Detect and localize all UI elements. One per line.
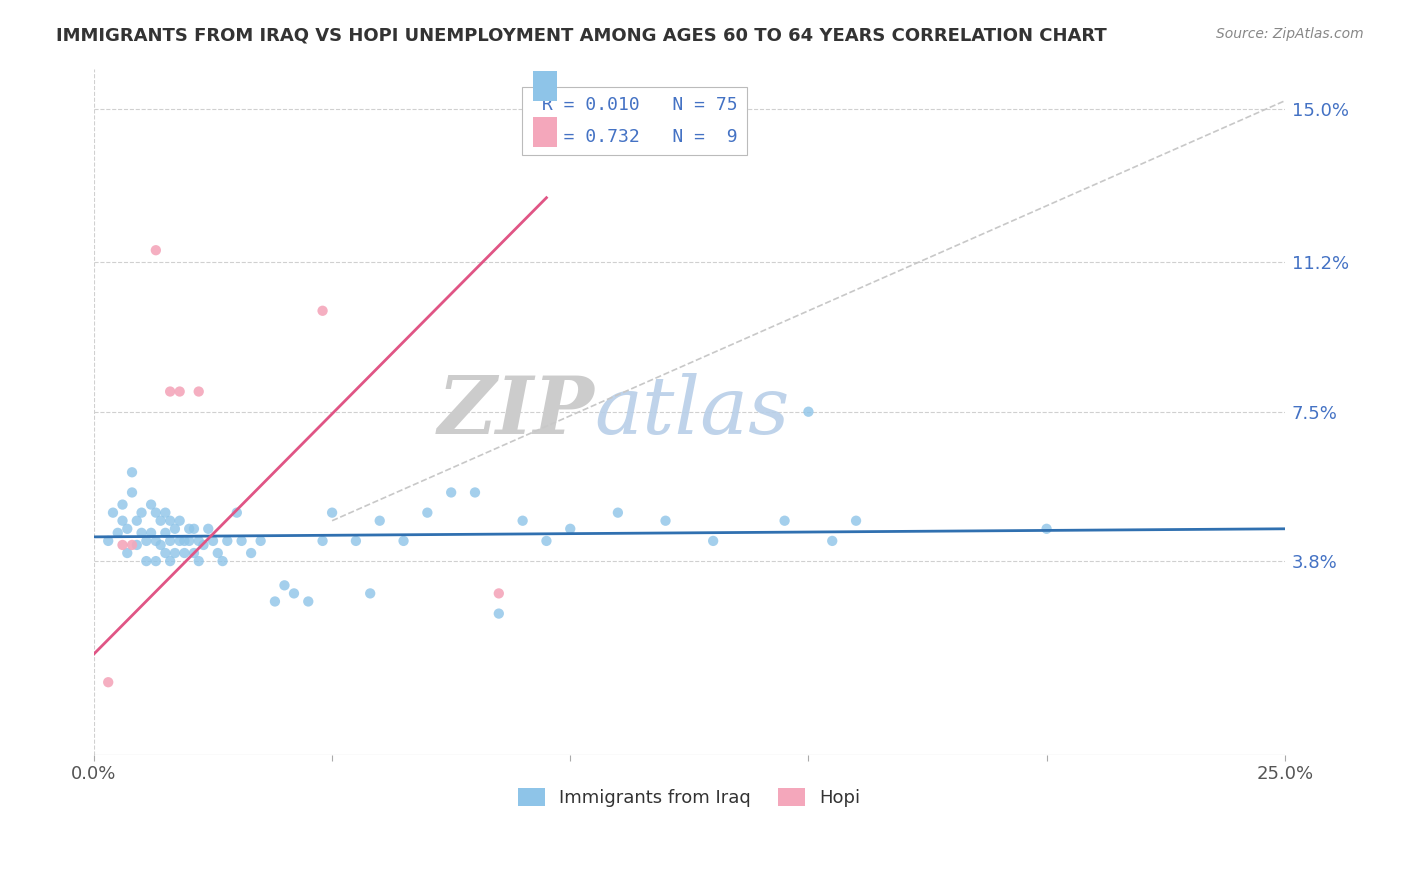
Point [145,533,167,548]
Point [155,525,177,540]
Point [440,485,463,500]
Point [797,405,820,419]
Point [217,533,239,548]
Point [187,554,209,568]
Point [187,533,209,548]
Point [173,546,195,560]
Point [654,514,676,528]
Point [488,586,510,600]
Point [155,546,177,560]
Point [512,514,534,528]
Point [155,506,177,520]
Point [359,586,381,600]
Point [311,303,333,318]
Point [169,533,191,548]
Point [149,538,172,552]
Text: R = 0.010   N = 75
 R = 0.732   N =  9: R = 0.010 N = 75 R = 0.732 N = 9 [531,96,738,146]
Point [145,244,167,258]
Point [231,533,253,548]
Point [139,498,162,512]
Point [211,554,233,568]
Text: ZIP: ZIP [437,373,595,450]
Point [173,533,195,548]
Point [169,384,191,399]
Point [163,546,186,560]
Point [183,546,205,560]
Point [117,546,139,560]
Point [264,594,287,608]
Point [464,485,486,500]
Point [125,514,148,528]
Point [1035,522,1057,536]
Point [773,514,796,528]
Point [135,554,157,568]
Text: Source: ZipAtlas.com: Source: ZipAtlas.com [1216,27,1364,41]
Point [101,506,124,520]
Point [111,538,134,552]
Point [344,533,367,548]
Point [169,514,191,528]
Point [368,514,391,528]
Point [207,546,229,560]
Point [163,522,186,536]
Point [111,498,134,512]
Point [273,578,295,592]
Point [240,546,263,560]
Legend: Immigrants from Iraq, Hopi: Immigrants from Iraq, Hopi [510,780,868,814]
Point [821,533,844,548]
Point [159,384,181,399]
Point [488,607,510,621]
Point [131,525,153,540]
Point [131,506,153,520]
Bar [533,117,557,147]
Point [121,465,143,479]
Point [392,533,415,548]
Point [179,533,201,548]
Point [197,522,219,536]
Text: IMMIGRANTS FROM IRAQ VS HOPI UNEMPLOYMENT AMONG AGES 60 TO 64 YEARS CORRELATION : IMMIGRANTS FROM IRAQ VS HOPI UNEMPLOYMEN… [56,27,1107,45]
Point [187,384,209,399]
Point [135,533,157,548]
Point [249,533,271,548]
Point [139,525,162,540]
Point [297,594,319,608]
Point [536,533,558,548]
Point [159,533,181,548]
Point [321,506,343,520]
Point [159,554,181,568]
Point [117,522,139,536]
Point [283,586,305,600]
Point [121,538,143,552]
Point [606,506,628,520]
Bar [533,70,557,102]
Point [97,675,120,690]
Point [145,554,167,568]
Point [111,514,134,528]
Point [179,522,201,536]
Point [149,514,172,528]
Point [702,533,724,548]
Point [560,522,582,536]
Point [97,533,120,548]
Point [125,538,148,552]
Point [311,533,333,548]
Text: atlas: atlas [595,373,789,450]
Point [145,506,167,520]
Point [193,538,215,552]
Point [121,485,143,500]
Point [416,506,439,520]
Point [159,514,181,528]
Point [183,522,205,536]
Point [202,533,225,548]
Point [845,514,868,528]
Point [225,506,247,520]
Point [107,525,129,540]
